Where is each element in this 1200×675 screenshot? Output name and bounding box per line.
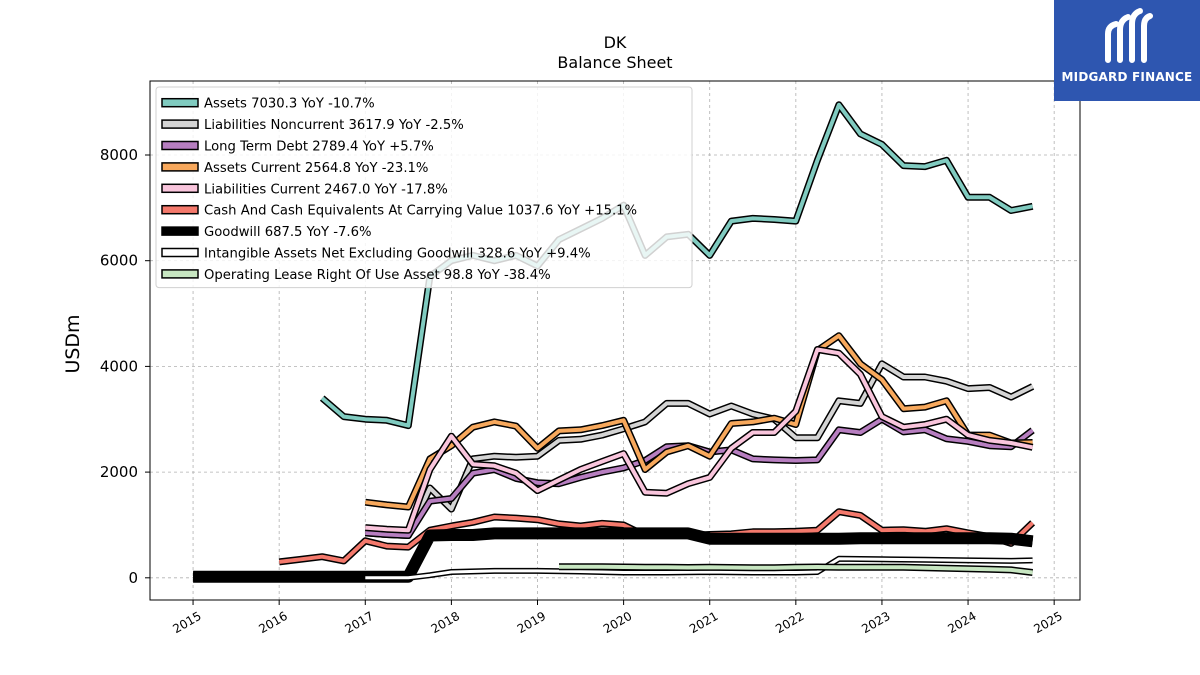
legend-swatch — [161, 247, 199, 258]
legend-label: Assets Current 2564.8 YoY -23.1% — [204, 161, 428, 176]
midgard-logo-icon — [1105, 8, 1153, 63]
y-tick-label: 4000 — [100, 357, 138, 375]
series-lines — [193, 101, 1036, 583]
legend-swatch — [161, 97, 199, 108]
legend-label: Liabilities Current 2467.0 YoY -17.8% — [204, 182, 448, 197]
legend-swatch — [161, 162, 199, 172]
legend-swatch — [161, 269, 199, 279]
y-tick-label: 6000 — [100, 252, 138, 270]
x-tick-label: 2023 — [859, 609, 892, 636]
series-line — [365, 347, 1033, 533]
chart-title: DK — [604, 33, 627, 52]
legend-swatch — [161, 119, 199, 129]
x-tick-label: 2019 — [515, 609, 548, 636]
legend: Assets 7030.3 YoY -10.7% Liabilities Nonc… — [155, 86, 693, 289]
x-tick-label: 2020 — [601, 609, 634, 636]
x-tick-label: 2015 — [170, 609, 203, 636]
x-tick-label: 2025 — [1031, 609, 1064, 636]
x-tick-label: 2021 — [687, 609, 720, 636]
legend-label: Long Term Debt 2789.4 YoY +5.7% — [204, 140, 434, 155]
y-tick-label: 8000 — [100, 146, 138, 164]
x-tick-label: 2018 — [429, 609, 462, 636]
y-tick-label: 0 — [128, 569, 138, 587]
legend-swatch — [161, 204, 199, 215]
legend-label: Assets 7030.3 YoY -10.7% — [204, 97, 375, 112]
chart-subtitle: Balance Sheet — [557, 53, 672, 72]
plot-frame — [149, 80, 1081, 601]
legend-swatch — [161, 140, 199, 151]
legend-label: Operating Lease Right Of Use Asset 98.8 … — [204, 268, 551, 283]
brand-logo: MIDGARD FINANCE — [1054, 0, 1200, 101]
y-axis-label: USDm — [62, 314, 84, 373]
series-line — [365, 361, 1034, 538]
brand-name: MIDGARD FINANCE — [1061, 70, 1193, 84]
x-tick-label: 2016 — [256, 609, 289, 636]
series-line — [365, 333, 1033, 509]
x-tick-label: 2017 — [343, 609, 376, 636]
legend-box — [155, 86, 693, 289]
legend-swatch — [161, 226, 199, 236]
series-line — [559, 564, 1033, 575]
y-tick-label: 2000 — [100, 463, 138, 481]
x-tick-label: 2024 — [945, 609, 978, 636]
legend-swatch — [161, 183, 199, 194]
legend-label: Intangible Assets Net Excluding Goodwill… — [204, 247, 591, 262]
legend-label: Goodwill 687.5 YoY -7.6% — [204, 225, 372, 240]
x-tick-label: 2022 — [773, 609, 806, 636]
legend-label: Cash And Cash Equivalents At Carrying Va… — [204, 204, 637, 219]
series-line — [365, 557, 1033, 580]
legend-label: Liabilities Noncurrent 3617.9 YoY -2.5% — [204, 118, 464, 133]
